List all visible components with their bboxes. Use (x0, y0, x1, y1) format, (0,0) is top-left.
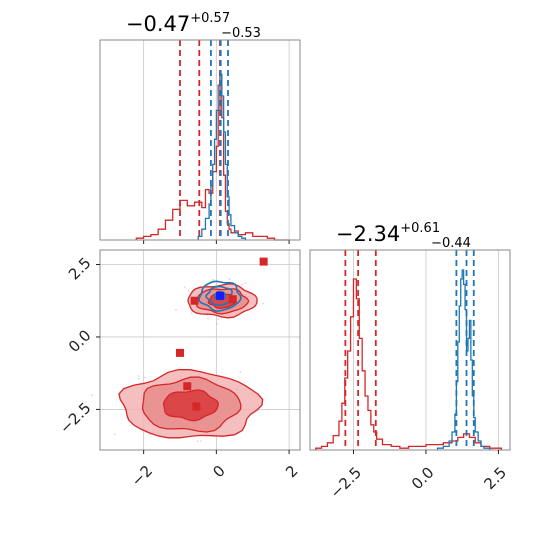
sample-point (199, 440, 202, 442)
sample-point (137, 377, 140, 380)
x-tick-label: 0 (209, 462, 228, 481)
sample-point (211, 278, 214, 281)
sample-point (149, 433, 152, 436)
marker-red (183, 382, 192, 391)
sample-point (196, 440, 199, 443)
sample-point (137, 375, 140, 377)
y-tick-label: 0.0 (65, 326, 95, 356)
sample-point (207, 317, 209, 320)
marker-red (190, 296, 199, 305)
param-2-title-lower: −0.44 (431, 236, 471, 251)
sample-point (183, 286, 186, 289)
histogram-panel-param-1: −0.47+0.57 −0.53 (99, 11, 301, 244)
x-tick-label: 2.5 (480, 463, 510, 493)
y-tick-label: 2.5 (65, 254, 95, 284)
sample-point (241, 283, 243, 286)
param-1-title-upper: +0.57 (190, 11, 230, 26)
sample-point (244, 282, 247, 285)
contour-red (163, 389, 219, 422)
sample-point (228, 278, 231, 280)
histogram-blue-series (436, 269, 491, 450)
param-1-title-value: −0.47 (126, 12, 190, 36)
y-tick-label: −2.5 (56, 399, 94, 437)
marker-red (192, 402, 201, 411)
scatter-contour-panel: 2.5 0.0 −2.5 −2 0 2 (56, 249, 302, 490)
histogram-red-series (315, 278, 502, 450)
sample-point (175, 308, 177, 311)
panel-frame (99, 39, 301, 241)
param-2-title: −2.34+0.61 −0.44 (336, 221, 471, 251)
param-2-title-upper: +0.61 (400, 221, 440, 236)
histogram-red-series (135, 73, 290, 241)
param-2-title-value: −2.34 (336, 222, 400, 246)
sample-point (91, 394, 93, 396)
sample-point (187, 289, 190, 292)
contour-blue (205, 285, 234, 306)
sample-point (239, 371, 242, 374)
panel-background (310, 250, 510, 450)
param-1-title: −0.47+0.57 −0.53 (126, 11, 261, 41)
panel-frame (99, 249, 301, 451)
contour-blue (198, 280, 242, 313)
sample-point (216, 322, 219, 325)
param-1-title-lower: −0.53 (221, 26, 261, 41)
marker-red (259, 257, 268, 266)
x-tick-label: 0.0 (408, 463, 438, 493)
sample-point (113, 433, 116, 436)
marker-red (228, 295, 237, 304)
marker-red (176, 348, 184, 357)
x-tick-label: −2.5 (327, 463, 365, 501)
sample-point (144, 376, 146, 379)
x-tick-label: −2 (128, 462, 156, 490)
sample-point (190, 312, 193, 315)
panel-frame (309, 249, 511, 451)
marker-blue (216, 291, 224, 300)
histogram-panel-param-2: −2.34+0.61 −0.44 −2.5 0.0 2.5 (309, 221, 511, 502)
sample-point (262, 302, 265, 305)
sample-point (217, 318, 220, 321)
x-tick-label: 2 (282, 462, 301, 481)
